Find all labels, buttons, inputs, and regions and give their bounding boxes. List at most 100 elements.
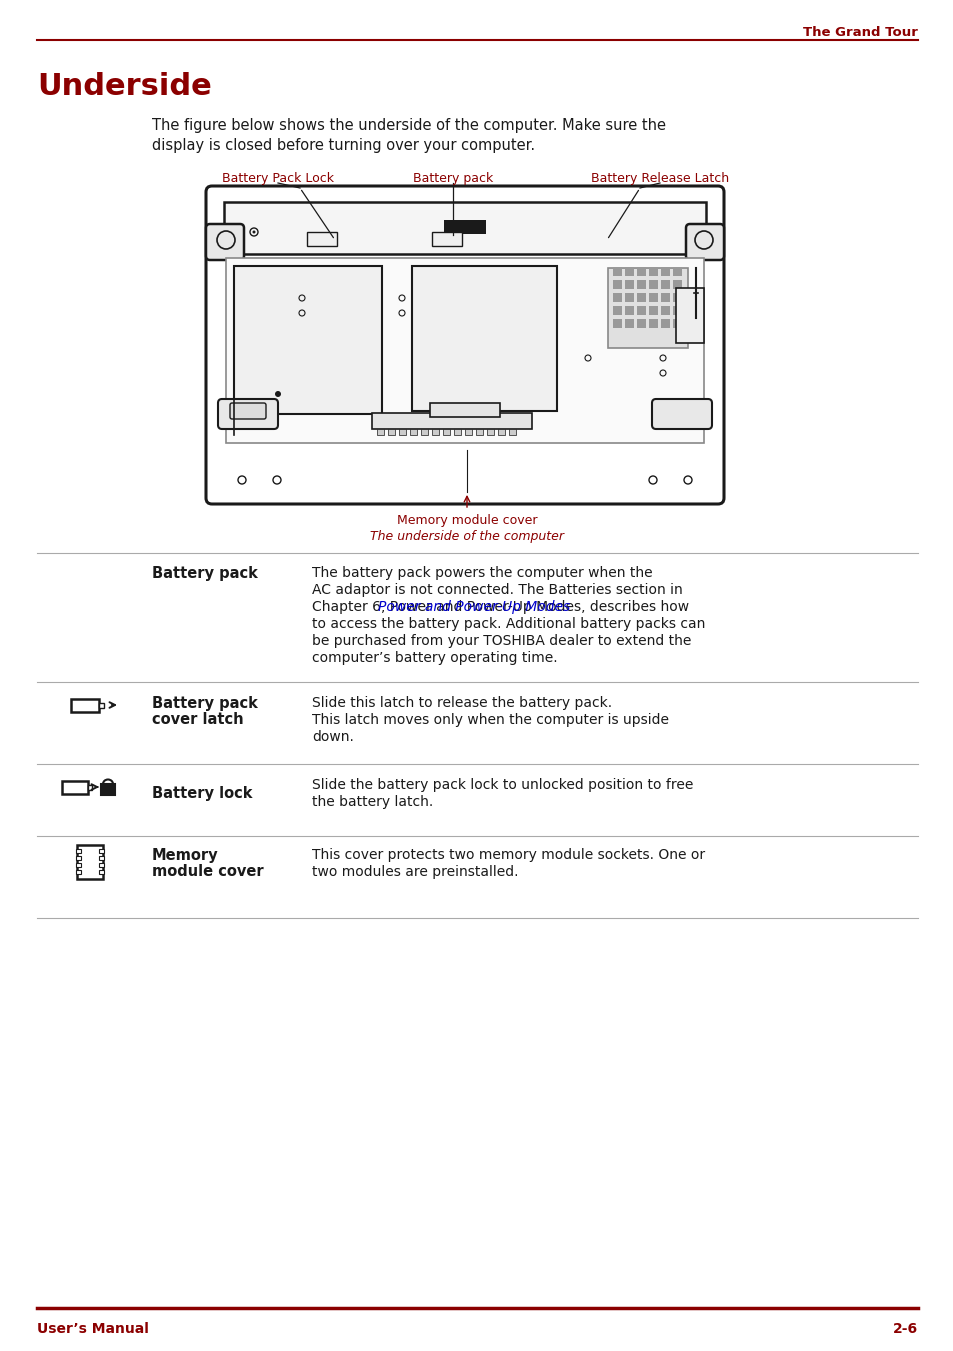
FancyBboxPatch shape xyxy=(230,403,266,419)
Bar xyxy=(613,305,621,315)
Circle shape xyxy=(274,390,281,397)
Bar xyxy=(648,319,658,328)
Bar xyxy=(101,784,115,794)
Bar xyxy=(637,319,645,328)
Bar xyxy=(672,267,681,276)
Bar xyxy=(476,430,482,435)
Bar xyxy=(660,305,669,315)
Bar xyxy=(672,280,681,289)
Bar xyxy=(464,430,472,435)
Bar xyxy=(77,844,103,880)
Bar xyxy=(432,430,438,435)
Text: module cover: module cover xyxy=(152,865,263,880)
Bar xyxy=(99,857,104,861)
Bar xyxy=(624,293,634,303)
Bar xyxy=(99,703,104,708)
Bar xyxy=(432,232,461,246)
Bar xyxy=(99,863,104,867)
Bar xyxy=(398,430,406,435)
Text: cover latch: cover latch xyxy=(152,712,243,727)
Bar xyxy=(637,280,645,289)
Bar xyxy=(76,870,81,874)
Bar xyxy=(307,232,336,246)
Text: Battery Release Latch: Battery Release Latch xyxy=(590,172,728,185)
Text: Battery Pack Lock: Battery Pack Lock xyxy=(222,172,334,185)
Bar xyxy=(410,430,416,435)
Bar xyxy=(660,319,669,328)
Text: be purchased from your TOSHIBA dealer to extend the: be purchased from your TOSHIBA dealer to… xyxy=(312,634,691,648)
Text: display is closed before turning over your computer.: display is closed before turning over yo… xyxy=(152,138,535,153)
FancyBboxPatch shape xyxy=(651,399,711,430)
Bar xyxy=(648,293,658,303)
Bar xyxy=(486,430,494,435)
Text: Memory module cover: Memory module cover xyxy=(396,513,537,527)
Bar xyxy=(99,848,104,852)
Bar xyxy=(660,280,669,289)
Bar xyxy=(613,293,621,303)
Bar xyxy=(226,258,703,443)
Bar xyxy=(372,413,532,430)
Bar xyxy=(412,266,557,411)
FancyBboxPatch shape xyxy=(218,399,277,430)
Circle shape xyxy=(253,231,255,234)
Bar xyxy=(648,280,658,289)
Bar xyxy=(637,305,645,315)
Text: computer’s battery operating time.: computer’s battery operating time. xyxy=(312,651,558,665)
Bar xyxy=(672,293,681,303)
Bar xyxy=(672,319,681,328)
Bar xyxy=(613,319,621,328)
Bar xyxy=(637,267,645,276)
Text: 2-6: 2-6 xyxy=(892,1323,917,1336)
FancyBboxPatch shape xyxy=(685,224,723,259)
Text: The battery pack powers the computer when the: The battery pack powers the computer whe… xyxy=(312,566,652,580)
Text: Battery pack: Battery pack xyxy=(413,172,493,185)
Text: Memory: Memory xyxy=(152,848,218,863)
Text: Underside: Underside xyxy=(37,72,212,101)
Bar xyxy=(76,848,81,852)
Bar xyxy=(62,781,88,794)
Text: This cover protects two memory module sockets. One or: This cover protects two memory module so… xyxy=(312,848,704,862)
Bar xyxy=(71,698,99,712)
Text: AC adaptor is not connected. The Batteries section in: AC adaptor is not connected. The Batteri… xyxy=(312,584,682,597)
Text: to access the battery pack. Additional battery packs can: to access the battery pack. Additional b… xyxy=(312,617,704,631)
Bar xyxy=(648,305,658,315)
Text: Battery pack: Battery pack xyxy=(152,696,257,711)
Bar xyxy=(613,280,621,289)
Text: the battery latch.: the battery latch. xyxy=(312,794,433,809)
Text: Battery pack: Battery pack xyxy=(152,566,257,581)
Bar xyxy=(76,857,81,861)
Bar xyxy=(676,288,703,343)
Text: User’s Manual: User’s Manual xyxy=(37,1323,149,1336)
Text: The underside of the computer: The underside of the computer xyxy=(370,530,563,543)
Text: This latch moves only when the computer is upside: This latch moves only when the computer … xyxy=(312,713,668,727)
Text: The Grand Tour: The Grand Tour xyxy=(802,26,917,39)
Text: Power and Power-Up Modes: Power and Power-Up Modes xyxy=(377,600,570,613)
FancyBboxPatch shape xyxy=(206,224,244,259)
Bar xyxy=(613,267,621,276)
Bar xyxy=(443,220,485,234)
Bar xyxy=(88,785,91,790)
Bar xyxy=(509,430,516,435)
Bar xyxy=(99,870,104,874)
Bar xyxy=(624,319,634,328)
Bar xyxy=(376,430,384,435)
Bar xyxy=(224,203,705,254)
Bar xyxy=(76,863,81,867)
Bar xyxy=(660,293,669,303)
FancyBboxPatch shape xyxy=(206,186,723,504)
Text: Battery lock: Battery lock xyxy=(152,786,253,801)
Bar xyxy=(648,267,658,276)
Text: two modules are preinstalled.: two modules are preinstalled. xyxy=(312,865,518,880)
Bar xyxy=(497,430,504,435)
Bar xyxy=(454,430,460,435)
Bar xyxy=(233,266,381,413)
Text: Chapter 6, Power and Power-Up Modes, describes how: Chapter 6, Power and Power-Up Modes, des… xyxy=(312,600,688,613)
Text: Slide this latch to release the battery pack.: Slide this latch to release the battery … xyxy=(312,696,612,711)
Text: Slide the battery pack lock to unlocked position to free: Slide the battery pack lock to unlocked … xyxy=(312,778,693,792)
Bar xyxy=(420,430,428,435)
Bar xyxy=(637,293,645,303)
Text: down.: down. xyxy=(312,730,354,744)
Text: The figure below shows the underside of the computer. Make sure the: The figure below shows the underside of … xyxy=(152,118,665,132)
Bar xyxy=(607,267,687,349)
Bar xyxy=(660,267,669,276)
